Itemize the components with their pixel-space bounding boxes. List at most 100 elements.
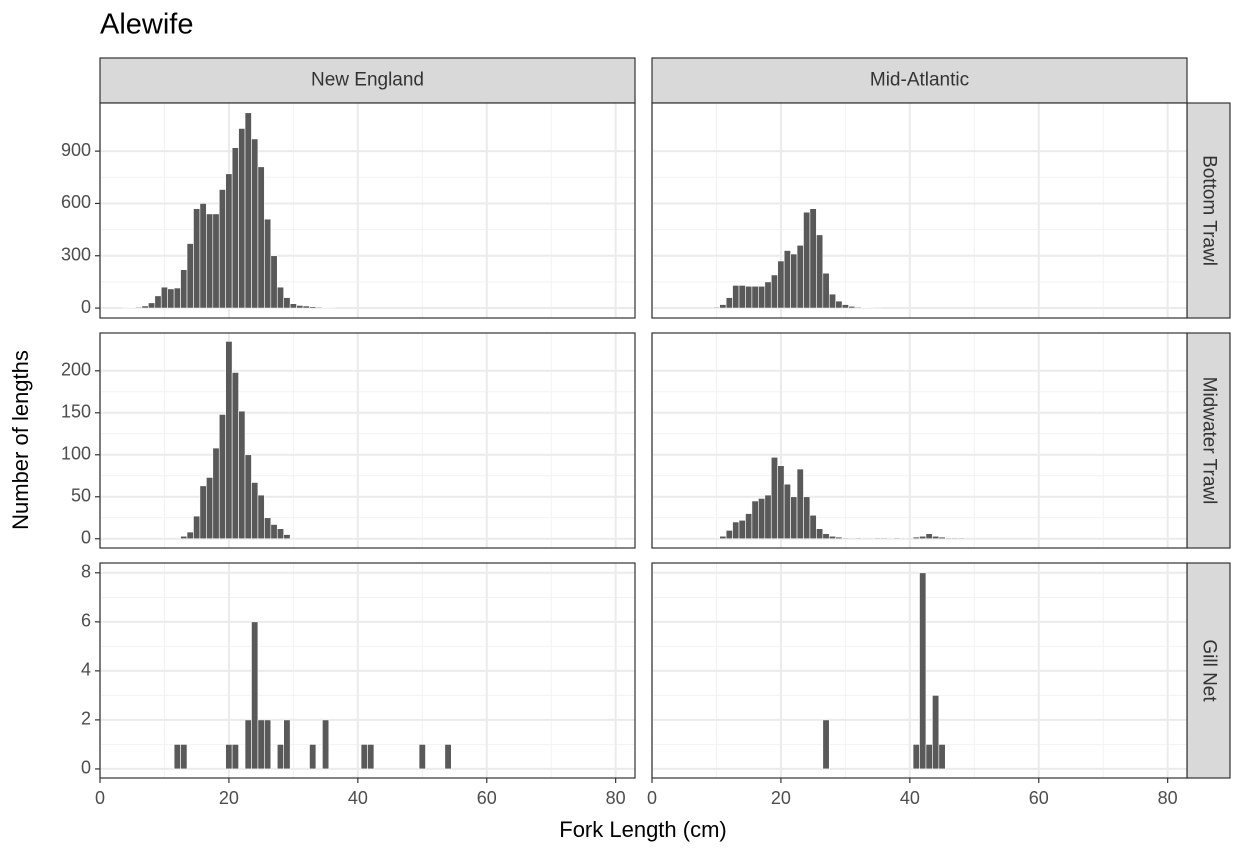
histogram-bar [167,288,175,309]
histogram-bar [180,744,188,770]
histogram-bar [218,189,226,309]
y-tick-label: 200 [61,360,91,380]
histogram-bar [276,744,285,770]
histogram-bar [841,537,849,540]
histogram-bar [841,304,849,309]
histogram-bar [932,535,940,540]
histogram-bar [893,537,901,540]
histogram-bar [725,297,733,309]
panel-border [651,332,1188,549]
histogram-bar [783,483,791,540]
x-tick-label: 80 [606,788,626,808]
histogram-bar [199,485,207,540]
histogram-bar [135,306,143,309]
histogram-bar [783,250,791,309]
histogram-bar [315,306,323,309]
histogram-bar [206,477,214,540]
histogram-bar [128,307,136,309]
histogram-bar [418,744,426,770]
histogram-bar [835,536,843,540]
histogram-bar [816,234,824,309]
histogram-bar [238,410,246,540]
panel-background [100,103,635,318]
histogram-bar [712,306,720,309]
facet-strip-label: Mid-Atlantic [870,70,969,91]
histogram-bar [212,213,220,309]
histogram-bar [244,454,252,540]
x-tick-label: 0 [647,788,657,808]
histogram-bar [803,496,811,540]
y-axis-label: Number of lengths [8,350,33,530]
histogram-bar [276,528,285,540]
y-tick-label: 0 [81,758,91,778]
histogram-bar [822,719,830,770]
histogram-bar [732,285,740,309]
histogram-bar [764,281,772,309]
histogram-bar [790,253,798,309]
histogram-bar [796,244,804,309]
histogram-bar [264,719,272,770]
histogram-bar [283,719,291,770]
histogram-bar [925,533,933,540]
histogram-bar [828,535,837,540]
histogram-bar [251,138,259,309]
x-tick-label: 0 [95,788,105,808]
histogram-bar [225,173,233,309]
histogram-bar [186,531,194,540]
histogram-bar [951,537,959,540]
x-tick-label: 60 [1029,788,1049,808]
histogram-bar [225,341,233,540]
histogram-bar [244,112,252,309]
histogram-bar [835,300,843,309]
panel-border [651,562,1188,779]
histogram-bar [264,517,272,540]
histogram-bar [302,305,310,309]
panel-border [651,102,1188,319]
x-tick-label: 20 [771,788,791,808]
histogram-bar [732,521,740,540]
histogram-bar [322,719,330,770]
histogram-bar [745,285,753,309]
histogram-bar [283,534,291,540]
histogram-bar [745,513,753,540]
y-tick-label: 0 [81,528,91,548]
histogram-bar [257,494,265,540]
y-tick-label: 0 [81,297,91,317]
histogram-bar [751,285,759,309]
histogram-bar [309,744,317,770]
facet-strip-label: Gill Net [1198,639,1219,702]
histogram-bar [309,306,317,309]
y-tick-label: 300 [61,244,91,264]
x-tick-label: 60 [477,788,497,808]
histogram-bar [796,468,804,540]
histogram-bar [206,213,214,309]
y-tick-label: 900 [61,140,91,160]
histogram-bar [770,456,778,540]
histogram-bar [919,535,927,540]
histogram-bar [919,572,927,770]
histogram-bar [218,414,226,540]
histogram-bar [725,530,733,540]
histogram-bar [238,128,246,309]
y-tick-label: 8 [81,562,91,582]
histogram-bar [251,621,259,770]
histogram-bar [777,260,785,309]
histogram-bar [270,255,278,309]
histogram-bar [225,744,233,770]
panel-background [652,333,1187,548]
histogram-bar [848,306,856,309]
y-tick-label: 4 [81,660,91,680]
histogram-bar [444,744,452,770]
histogram-bar [231,372,239,540]
histogram-bar [148,302,156,309]
histogram-bar [751,500,759,540]
histogram-bar [199,203,207,309]
histogram-bar [231,744,239,770]
histogram-bar [289,303,297,309]
facet-strip-label: Midwater Trawl [1198,377,1219,505]
histogram-bar [231,147,239,309]
y-tick-label: 50 [71,486,91,506]
y-tick-label: 2 [81,709,91,729]
histogram-bar [925,744,933,770]
